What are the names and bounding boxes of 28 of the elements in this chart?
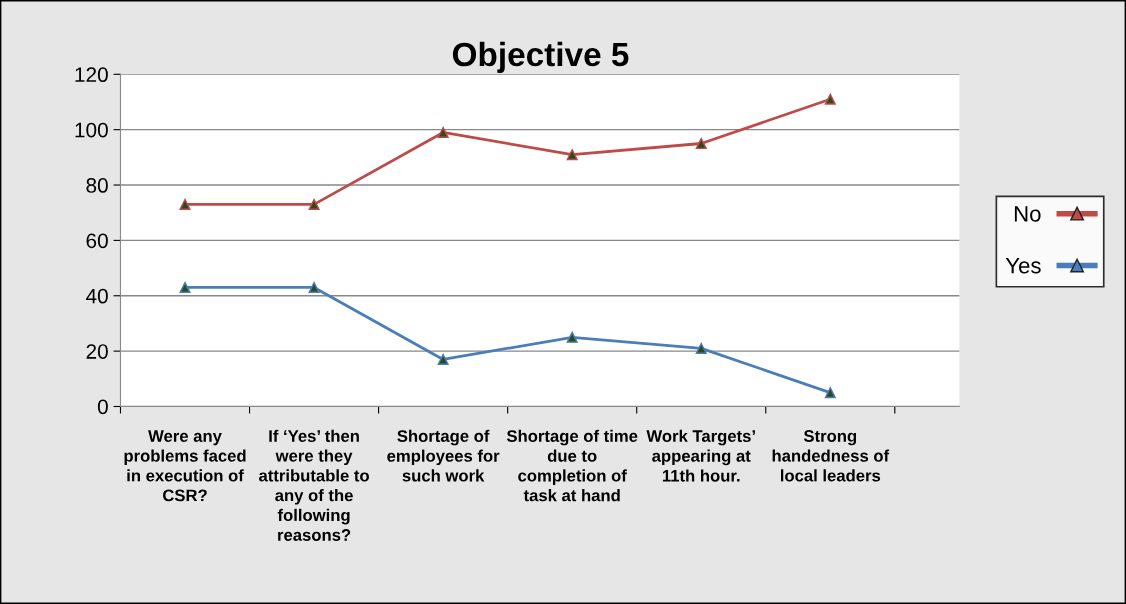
point [437, 353, 449, 365]
point [308, 198, 320, 210]
y-tick-label: 40 [85, 288, 108, 304]
point [695, 137, 707, 150]
x-tick-label: Strong handedness of local leaders [772, 430, 890, 482]
point [566, 331, 578, 343]
point [566, 149, 578, 161]
chart-title: Objective 5 [452, 41, 629, 73]
y-tick-label: 80 [86, 178, 108, 193]
y-tick-label: 20 [86, 344, 108, 359]
y-tick-label: 120 [75, 67, 108, 83]
x-tick-label: Were any problems faced in execution of CSR? [124, 430, 246, 502]
x-tick-label: Work Targets’ appearing at 11th hour. [646, 429, 755, 482]
y-tick-label: 0 [97, 399, 108, 415]
point [179, 281, 191, 294]
legend-label: Yes [1005, 257, 1041, 274]
point [824, 387, 836, 399]
x-tick-label: Shortage of time due to completion of task at hand [506, 429, 638, 502]
y-tick-label: 60 [86, 233, 108, 249]
point [179, 198, 191, 210]
point [824, 93, 836, 105]
y-tick-label: 100 [75, 122, 108, 138]
x-tick-label: Shortage of employees for such work [387, 429, 500, 482]
point [308, 281, 320, 294]
x-tick-label: If ‘Yes’ then were they attributable to any of the following reasons? [259, 429, 369, 541]
point [695, 342, 707, 354]
point [437, 126, 449, 138]
legend-label: No [1014, 206, 1041, 222]
